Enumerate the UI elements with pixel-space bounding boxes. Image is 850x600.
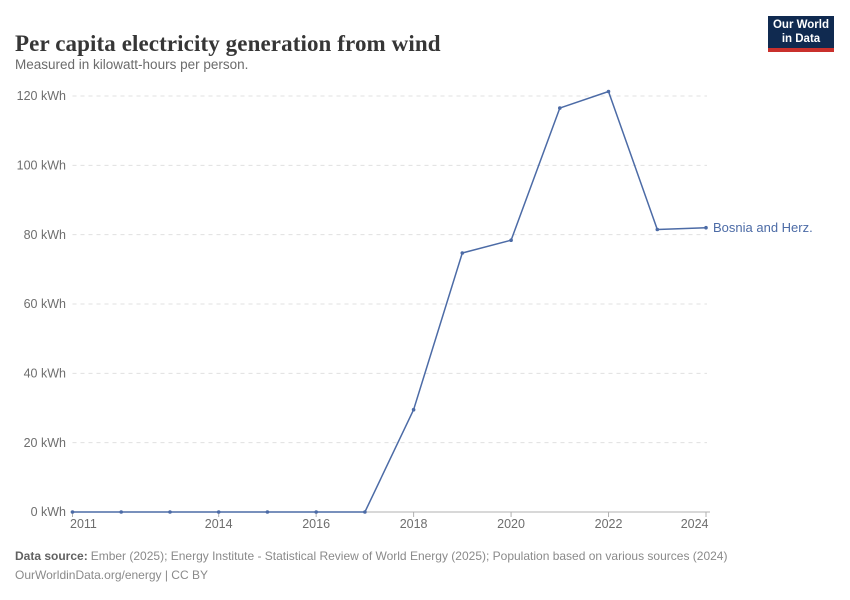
owid-logo-line2: in Data [781, 33, 821, 45]
x-axis-label: 2020 [497, 517, 525, 531]
owid-logo-line1: Our World [772, 19, 829, 31]
data-point-2011[interactable] [70, 510, 75, 514]
y-axis-label: 0 kWh [31, 505, 66, 519]
x-axis-label: 2022 [595, 517, 623, 531]
data-point-2015[interactable] [265, 510, 270, 514]
data-point-2019[interactable] [460, 251, 465, 255]
data-point-2018[interactable] [411, 407, 416, 412]
owid-logo[interactable]: Our World in Data [768, 16, 834, 52]
x-axis-label: 2018 [400, 517, 428, 531]
license-line: OurWorldinData.org/energy | CC BY [15, 568, 208, 582]
y-axis-label: 80 kWh [24, 228, 66, 242]
data-point-2013[interactable] [168, 510, 172, 514]
data-point-2021[interactable] [558, 106, 562, 110]
data-source-text: Ember (2025); Energy Institute - Statist… [90, 549, 728, 563]
x-axis-label: 2024 [681, 517, 709, 531]
data-point-2012[interactable] [119, 510, 123, 514]
data-point-2020[interactable] [509, 238, 513, 242]
x-axis-label: 2014 [205, 517, 233, 531]
data-point-2023[interactable] [655, 227, 660, 232]
y-axis-label: 100 kWh [17, 159, 66, 173]
data-source-line: Data source: Ember (2025); Energy Institu… [15, 547, 825, 566]
y-axis-label: 20 kWh [24, 436, 66, 450]
chart-footer: Data source: Ember (2025); Energy Institu… [15, 547, 825, 585]
data-point-2017[interactable] [363, 510, 367, 514]
data-point-2016[interactable] [314, 510, 319, 514]
y-axis-label: 60 kWh [24, 297, 66, 311]
data-point-2014[interactable] [216, 510, 221, 514]
data-point-2024[interactable] [704, 225, 708, 230]
y-axis-label: 40 kWh [24, 367, 66, 381]
series-line-bosnia-and-herz[interactable] [71, 90, 707, 513]
x-axis-label: 2011 [70, 517, 97, 531]
y-axis-label: 120 kWh [17, 89, 66, 103]
series-end-label[interactable]: Bosnia and Herz. [713, 220, 813, 235]
chart-subtitle: Measured in kilowatt-hours per person. [15, 57, 249, 72]
data-point-2022[interactable] [606, 89, 611, 94]
x-axis-label: 2016 [302, 517, 330, 531]
data-source-label: Data source: [15, 549, 88, 563]
page-title: Per capita electricity generation from w… [15, 31, 441, 57]
